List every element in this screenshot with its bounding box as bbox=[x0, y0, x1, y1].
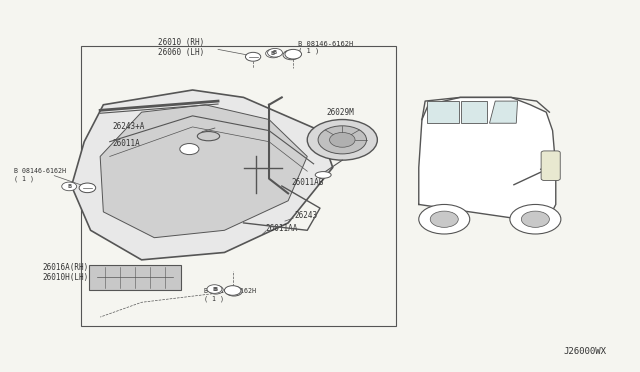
Polygon shape bbox=[72, 90, 333, 260]
Text: B: B bbox=[67, 184, 71, 189]
Circle shape bbox=[207, 285, 222, 294]
Text: B: B bbox=[271, 51, 275, 56]
Text: B: B bbox=[273, 50, 277, 55]
Circle shape bbox=[330, 132, 355, 147]
FancyBboxPatch shape bbox=[90, 264, 181, 290]
Circle shape bbox=[61, 182, 77, 191]
Circle shape bbox=[268, 48, 282, 57]
Text: 26010 (RH)
26060 (LH): 26010 (RH) 26060 (LH) bbox=[157, 38, 204, 57]
Circle shape bbox=[283, 50, 300, 60]
Circle shape bbox=[510, 205, 561, 234]
Circle shape bbox=[430, 211, 458, 227]
Text: J26000WX: J26000WX bbox=[564, 347, 607, 356]
Polygon shape bbox=[100, 105, 307, 238]
Circle shape bbox=[80, 183, 95, 192]
Circle shape bbox=[225, 286, 241, 295]
Text: 26243+A: 26243+A bbox=[113, 122, 145, 131]
Circle shape bbox=[79, 183, 96, 193]
Polygon shape bbox=[419, 97, 556, 223]
Text: B: B bbox=[214, 287, 218, 292]
Circle shape bbox=[208, 285, 223, 294]
FancyBboxPatch shape bbox=[541, 151, 560, 180]
Circle shape bbox=[226, 286, 243, 296]
Text: 26011AA: 26011AA bbox=[266, 224, 298, 233]
Text: B 08146-6162H
( 1 ): B 08146-6162H ( 1 ) bbox=[14, 168, 66, 182]
Circle shape bbox=[266, 49, 280, 58]
Text: B: B bbox=[212, 286, 216, 292]
Text: 26011AB: 26011AB bbox=[291, 178, 324, 187]
Text: 26243: 26243 bbox=[294, 211, 317, 220]
Circle shape bbox=[285, 49, 301, 59]
Polygon shape bbox=[427, 101, 459, 123]
Text: B 08146-6162H
( 1 ): B 08146-6162H ( 1 ) bbox=[298, 41, 353, 54]
Ellipse shape bbox=[197, 132, 220, 141]
Text: 26029M: 26029M bbox=[326, 108, 354, 117]
Circle shape bbox=[318, 126, 367, 154]
Text: B 08146-6162H
( 1 ): B 08146-6162H ( 1 ) bbox=[204, 288, 256, 302]
Polygon shape bbox=[490, 101, 518, 123]
Circle shape bbox=[307, 119, 378, 160]
Text: 26016A(RH)
26010H(LH): 26016A(RH) 26010H(LH) bbox=[43, 263, 89, 282]
Circle shape bbox=[419, 205, 470, 234]
Circle shape bbox=[522, 211, 549, 227]
Polygon shape bbox=[461, 101, 487, 123]
Circle shape bbox=[180, 144, 199, 155]
Circle shape bbox=[246, 52, 260, 61]
Ellipse shape bbox=[316, 171, 331, 178]
Text: 26011A: 26011A bbox=[113, 139, 141, 148]
